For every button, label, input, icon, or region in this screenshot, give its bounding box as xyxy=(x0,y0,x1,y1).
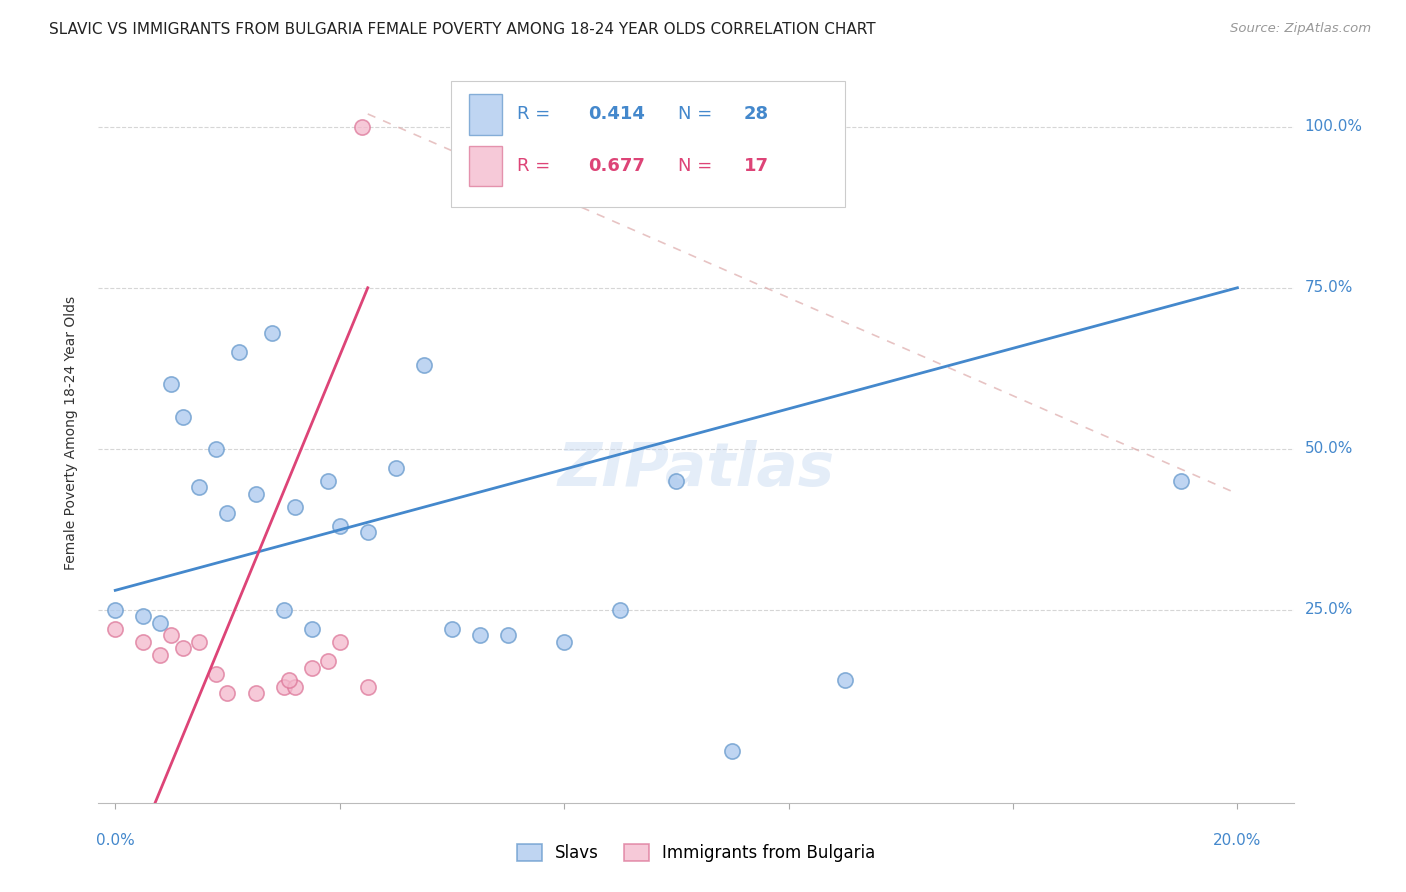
Point xyxy=(205,442,228,456)
Point xyxy=(665,474,688,488)
Point xyxy=(318,474,340,488)
Text: 0.414: 0.414 xyxy=(589,105,645,123)
Text: 0.0%: 0.0% xyxy=(96,833,135,848)
Point xyxy=(385,461,408,475)
Point xyxy=(172,409,194,424)
Point xyxy=(132,635,155,649)
Point xyxy=(160,628,183,642)
Point xyxy=(188,635,211,649)
Point xyxy=(301,622,323,636)
Point xyxy=(301,660,323,674)
Point xyxy=(160,377,183,392)
Point xyxy=(188,480,211,494)
Point xyxy=(352,120,374,134)
Point xyxy=(721,744,744,758)
Point xyxy=(149,648,172,662)
Point xyxy=(318,654,340,668)
Point xyxy=(357,680,380,694)
Point xyxy=(357,525,380,540)
Point xyxy=(132,609,155,624)
Point xyxy=(553,635,575,649)
Point xyxy=(245,686,267,700)
Text: 100.0%: 100.0% xyxy=(1305,120,1362,135)
Text: 28: 28 xyxy=(744,105,769,123)
Point xyxy=(412,358,434,372)
Text: N =: N = xyxy=(678,157,718,175)
Y-axis label: Female Poverty Among 18-24 Year Olds: Female Poverty Among 18-24 Year Olds xyxy=(63,295,77,570)
Point xyxy=(273,680,295,694)
Text: 17: 17 xyxy=(744,157,769,175)
Point xyxy=(172,641,194,656)
Point xyxy=(149,615,172,630)
FancyBboxPatch shape xyxy=(451,81,845,207)
Point xyxy=(278,673,301,688)
Point xyxy=(329,635,352,649)
Text: 20.0%: 20.0% xyxy=(1213,833,1261,848)
Point xyxy=(104,622,127,636)
Legend: Slavs, Immigrants from Bulgaria: Slavs, Immigrants from Bulgaria xyxy=(510,837,882,869)
Text: R =: R = xyxy=(517,105,555,123)
Point xyxy=(228,345,250,359)
Point xyxy=(217,686,239,700)
Point xyxy=(245,487,267,501)
Text: Source: ZipAtlas.com: Source: ZipAtlas.com xyxy=(1230,22,1371,36)
Text: N =: N = xyxy=(678,105,718,123)
Point xyxy=(468,628,491,642)
Point xyxy=(1170,474,1192,488)
Text: R =: R = xyxy=(517,157,555,175)
Point xyxy=(205,667,228,681)
Bar xyxy=(470,145,502,186)
Text: 50.0%: 50.0% xyxy=(1305,442,1353,456)
Point xyxy=(440,622,463,636)
Point xyxy=(609,602,631,616)
Bar xyxy=(470,94,502,135)
Text: 0.677: 0.677 xyxy=(589,157,645,175)
Point xyxy=(262,326,284,340)
Text: 25.0%: 25.0% xyxy=(1305,602,1353,617)
Point xyxy=(273,602,295,616)
Point xyxy=(329,519,352,533)
Point xyxy=(217,506,239,520)
Point xyxy=(284,680,307,694)
Text: 75.0%: 75.0% xyxy=(1305,280,1353,295)
Point xyxy=(284,500,307,514)
Point xyxy=(104,602,127,616)
Text: ZIPatlas: ZIPatlas xyxy=(557,440,835,500)
Point xyxy=(834,673,856,688)
Point xyxy=(496,628,519,642)
Text: SLAVIC VS IMMIGRANTS FROM BULGARIA FEMALE POVERTY AMONG 18-24 YEAR OLDS CORRELAT: SLAVIC VS IMMIGRANTS FROM BULGARIA FEMAL… xyxy=(49,22,876,37)
